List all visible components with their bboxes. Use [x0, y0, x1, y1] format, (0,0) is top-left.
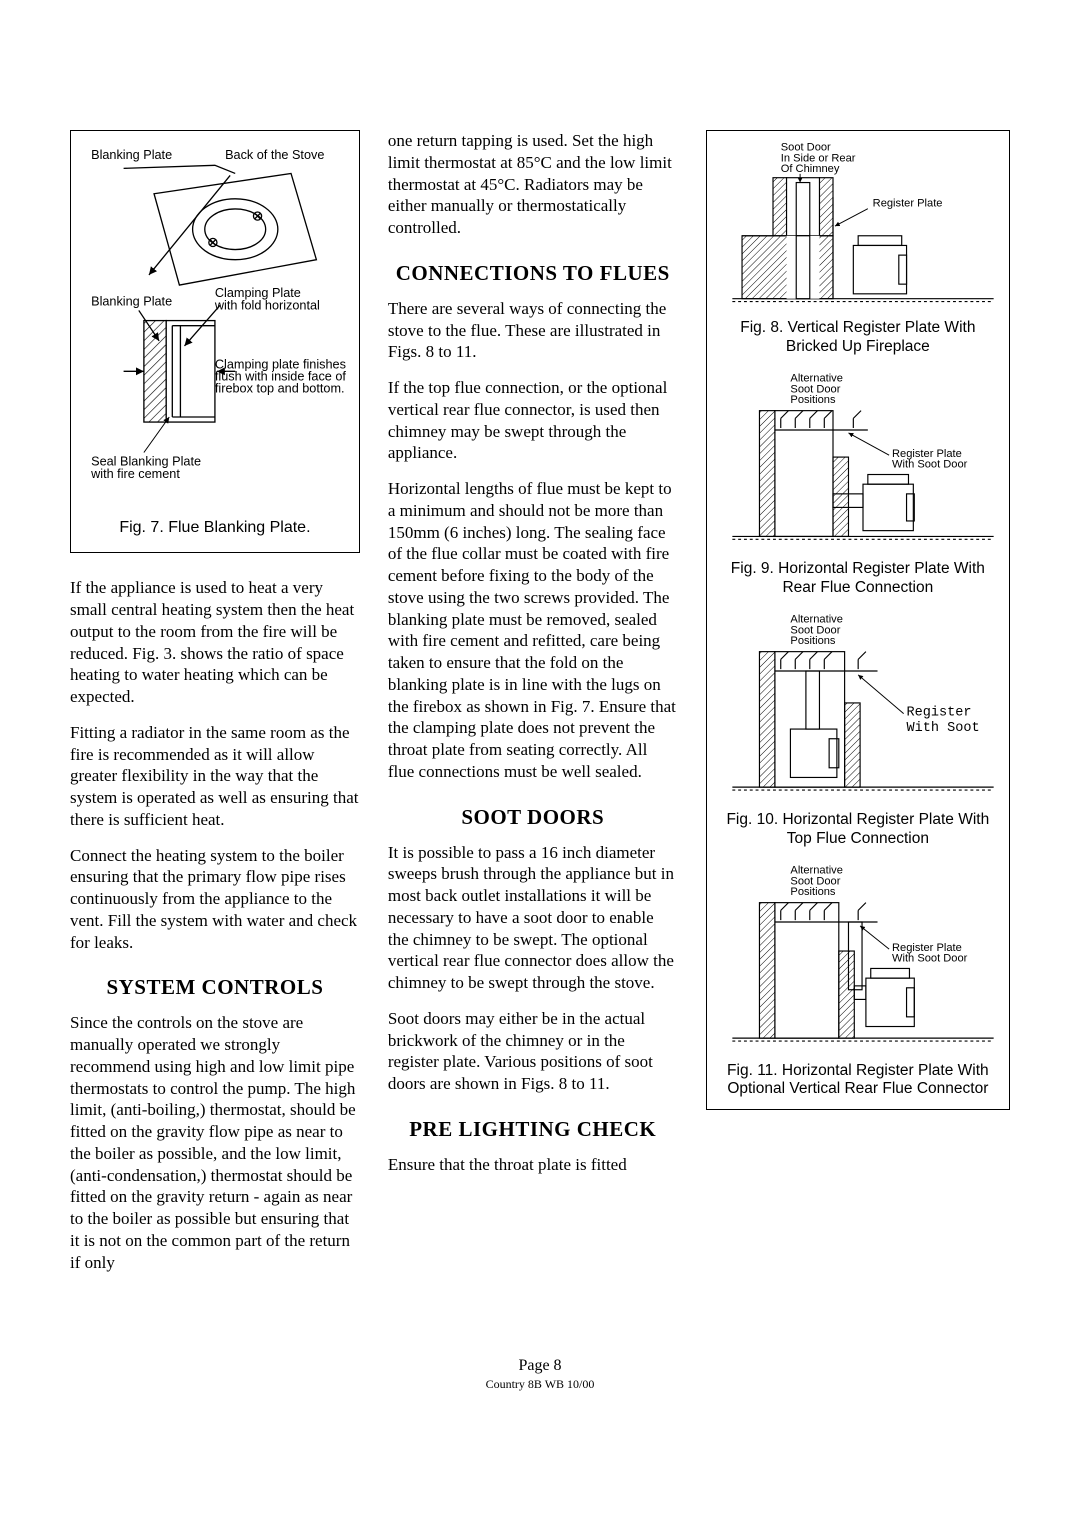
figure-9-caption: Fig. 9. Horizontal Register Plate With R…	[713, 560, 1003, 597]
fig8-register-label: Register Plate	[872, 198, 942, 210]
heading-connections: CONNECTIONS TO FLUES	[388, 261, 678, 286]
mid-p5: It is possible to pass a 16 inch diamete…	[388, 842, 678, 994]
figure-8-block: Soot DoorIn Side or RearOf Chimney	[713, 139, 1003, 356]
fig7-label-back: Back of the Stove	[225, 148, 324, 162]
fig8-soot-label: Soot DoorIn Side or RearOf Chimney	[780, 142, 855, 175]
figure-10-caption: Fig. 10. Horizontal Register Plate With …	[713, 811, 1003, 848]
figure-9-svg: AlternativeSoot DoorPositions	[713, 370, 1003, 554]
heading-pre-lighting-text: PRE LIGHTING CHECK	[409, 1117, 656, 1141]
mid-p3: If the top flue connection, or the optio…	[388, 377, 678, 464]
fig9-register-label: Register PlateWith Soot Door	[892, 448, 968, 471]
figure-9-block: AlternativeSoot DoorPositions	[713, 370, 1003, 597]
mid-p2: There are several ways of connecting the…	[388, 298, 678, 363]
mid-p6: Soot doors may either be in the actual b…	[388, 1008, 678, 1095]
left-p2: Fitting a radiator in the same room as t…	[70, 722, 360, 831]
page-footer: Page 8 Country 8B WB 10/00	[70, 1357, 1010, 1392]
page-columns: Blanking Plate Back of the Stove	[70, 130, 1010, 1287]
column-middle: one return tapping is used. Set the high…	[388, 130, 678, 1287]
footer-page-number: Page 8	[70, 1357, 1010, 1375]
mid-p4: Horizontal lengths of flue must be kept …	[388, 478, 678, 783]
fig7-label-blanking-bot: Blanking Plate	[91, 294, 172, 308]
footer-doc-id: Country 8B WB 10/00	[70, 1377, 1010, 1392]
column-left: Blanking Plate Back of the Stove	[70, 130, 360, 1287]
mid-p7: Ensure that the throat plate is fitted	[388, 1154, 678, 1176]
right-figure-panel: Soot DoorIn Side or RearOf Chimney	[706, 130, 1010, 1110]
figure-7-svg: Blanking Plate Back of the Stove	[83, 143, 347, 508]
figure-10-svg: AlternativeSoot DoorPositions	[713, 611, 1003, 805]
figure-11-block: AlternativeSoot DoorPositions	[713, 862, 1003, 1099]
fig9-alt-label: AlternativeSoot DoorPositions	[790, 373, 843, 406]
column-right: Soot DoorIn Side or RearOf Chimney	[706, 130, 1010, 1287]
figure-7-caption: Fig. 7. Flue Blanking Plate.	[83, 518, 347, 538]
heading-pre-lighting: PRE LIGHTING CHECK	[388, 1117, 678, 1142]
fig11-alt-label: AlternativeSoot DoorPositions	[790, 865, 843, 898]
fig10-alt-label: AlternativeSoot DoorPositions	[790, 614, 843, 647]
fig11-register-label: Register PlateWith Soot Door	[892, 942, 968, 965]
figure-7-box: Blanking Plate Back of the Stove	[70, 130, 360, 553]
fig7-label-clamp: Clamping Platewith fold horizontal	[214, 286, 320, 312]
figure-8-caption: Fig. 8. Vertical Register Plate With Bri…	[713, 319, 1003, 356]
figure-10-block: AlternativeSoot DoorPositions	[713, 611, 1003, 848]
mid-p1: one return tapping is used. Set the high…	[388, 130, 678, 239]
heading-soot-doors: SOOT DOORS	[388, 805, 678, 830]
figure-8-svg: Soot DoorIn Side or RearOf Chimney	[713, 139, 1003, 313]
left-p3: Connect the heating system to the boiler…	[70, 845, 360, 954]
heading-connections-text: CONNECTIONS TO FLUES	[396, 261, 670, 285]
figure-11-svg: AlternativeSoot DoorPositions	[713, 862, 1003, 1056]
left-p1: If the appliance is used to heat a very …	[70, 577, 360, 708]
fig10-register-label: RegisterWith Soot	[906, 706, 979, 736]
heading-system-controls: SYSTEM CONTROLS	[70, 975, 360, 1000]
figure-11-caption: Fig. 11. Horizontal Register Plate With …	[713, 1062, 1003, 1099]
fig7-label-finish: Clamping plate finishesflush with inside…	[215, 357, 346, 395]
left-p4: Since the controls on the stove are manu…	[70, 1012, 360, 1273]
fig7-label-seal: Seal Blanking Platewith fire cement	[90, 455, 201, 481]
fig7-label-blanking-top: Blanking Plate	[91, 148, 172, 162]
